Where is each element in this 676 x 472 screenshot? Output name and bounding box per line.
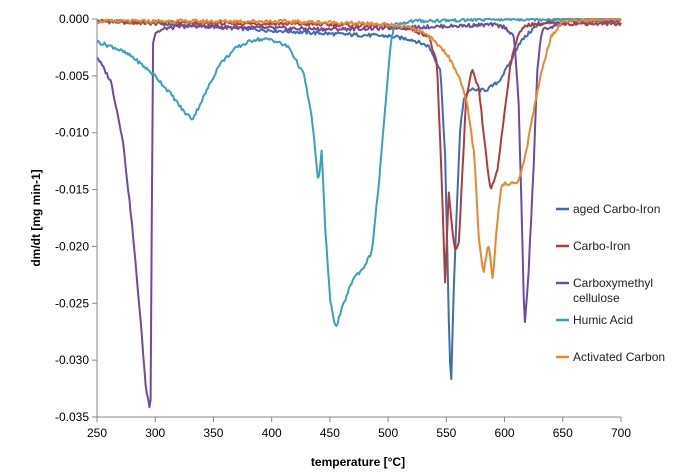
y-tick-label: -0.020 bbox=[55, 239, 89, 253]
y-tick-label: -0.025 bbox=[55, 296, 89, 310]
legend-label-carboxymethyl-cellulose: Carboxymethyl cellulose bbox=[573, 276, 653, 305]
legend-label-aged-carbo-iron: aged Carbo-Iron bbox=[573, 202, 660, 216]
y-tick-label: -0.015 bbox=[55, 183, 89, 197]
series-line-carbo-iron bbox=[97, 18, 622, 284]
legend-label-activated-carbon: Activated Carbon bbox=[573, 350, 665, 364]
x-tick-label: 250 bbox=[87, 426, 107, 440]
x-tick-label: 600 bbox=[495, 426, 515, 440]
legend-label-humic-acid: Humic Acid bbox=[573, 313, 633, 327]
y-axis-title: dm/dt [mg min-1] bbox=[29, 169, 43, 266]
series-line-carboxymethyl-cellulose bbox=[97, 18, 622, 409]
x-tick-label: 300 bbox=[145, 426, 165, 440]
series-layer bbox=[97, 18, 622, 409]
y-tick-label: -0.010 bbox=[55, 126, 89, 140]
x-axis-title: temperature [°C] bbox=[311, 455, 405, 469]
x-tick-label: 700 bbox=[611, 426, 631, 440]
legend: aged Carbo-Iron Carbo-Iron Carboxymethyl ce… bbox=[556, 202, 665, 364]
y-tick-label: -0.035 bbox=[55, 410, 89, 424]
series-line-aged-carbo-iron bbox=[97, 18, 622, 381]
x-tick-label: 550 bbox=[436, 426, 456, 440]
series-line-humic-acid bbox=[97, 18, 622, 327]
x-tick-label: 650 bbox=[553, 426, 573, 440]
y-tick-label: -0.030 bbox=[55, 353, 89, 367]
y-tick-label: 0.000 bbox=[59, 12, 89, 26]
x-tick-label: 400 bbox=[262, 426, 282, 440]
axes-layer: -0.035 -0.030 -0.025 -0.020 -0.015 -0.010 -0.0… bbox=[55, 12, 631, 440]
x-tick-label: 450 bbox=[320, 426, 340, 440]
x-tick-label: 350 bbox=[203, 426, 223, 440]
y-tick-label: -0.005 bbox=[55, 69, 89, 83]
x-tick-label: 500 bbox=[378, 426, 398, 440]
series-line-activated-carbon bbox=[97, 18, 622, 279]
legend-label-carbo-iron: Carbo-Iron bbox=[573, 239, 630, 253]
